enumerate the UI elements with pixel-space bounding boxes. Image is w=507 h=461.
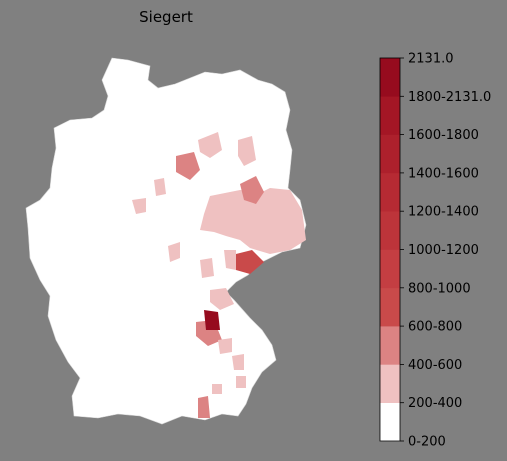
district xyxy=(224,250,236,270)
map-title: Siegert xyxy=(139,8,193,26)
colorbar-segment xyxy=(380,58,400,97)
district xyxy=(236,250,264,274)
colorbar-segment xyxy=(380,211,400,250)
colorbar-segment xyxy=(380,326,400,365)
colorbar-label: 2131.0 xyxy=(408,52,454,67)
district xyxy=(200,188,306,254)
colorbar-label: 1400-1600 xyxy=(408,166,479,181)
colorbar-label: 1800-2131.0 xyxy=(408,90,491,105)
colorbar-label: 1000-1200 xyxy=(408,243,479,258)
district xyxy=(232,354,244,370)
district xyxy=(212,384,222,394)
colorbar-segment xyxy=(380,364,400,403)
colorbar-segment xyxy=(380,402,400,442)
colorbar-segment xyxy=(380,172,400,212)
district xyxy=(198,396,210,418)
colorbar-label: 0-200 xyxy=(408,435,446,450)
district xyxy=(168,242,180,262)
colorbar-segment xyxy=(380,249,400,289)
colorbar-label: 600-800 xyxy=(408,320,462,335)
germany-map xyxy=(25,57,307,425)
district xyxy=(236,376,246,388)
district xyxy=(204,310,220,330)
colorbar-segment xyxy=(380,96,400,135)
district xyxy=(200,258,214,278)
district xyxy=(210,288,234,310)
country-outline xyxy=(25,57,307,425)
colorbar: 0-200 200-400 400-600 600-800 800-1000 1000-1… xyxy=(379,52,491,450)
district xyxy=(240,176,264,204)
district xyxy=(218,338,232,354)
district xyxy=(198,132,222,158)
colorbar-label: 200-400 xyxy=(408,396,462,411)
colorbar-segment xyxy=(380,134,400,174)
colorbar-label: 400-600 xyxy=(408,358,462,373)
district xyxy=(176,152,200,180)
colorbar-label: 800-1000 xyxy=(408,281,471,296)
district xyxy=(154,178,166,196)
colorbar-label: 1200-1400 xyxy=(408,205,479,220)
colorbar-segment xyxy=(380,287,400,327)
district-shading xyxy=(132,132,306,418)
district xyxy=(132,198,146,214)
colorbar-label: 1600-1800 xyxy=(408,128,479,143)
district xyxy=(238,136,256,166)
